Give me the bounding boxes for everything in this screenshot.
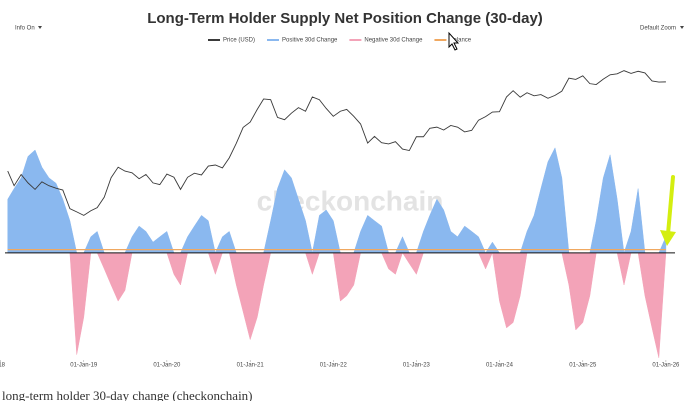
arrow-shaft xyxy=(666,175,675,236)
legend-label: Negative 30d Change xyxy=(364,38,423,44)
x-tick-label: 01-Jan-21 xyxy=(237,363,265,369)
chart-title: Long-Term Holder Supply Net Position Cha… xyxy=(147,10,543,27)
arrow-head xyxy=(660,230,676,246)
x-tick-label: 01-Jan-26 xyxy=(652,363,680,369)
x-tick-label: 01-Jan-22 xyxy=(320,363,348,369)
x-tick-label: 01-Jan-25 xyxy=(569,363,597,369)
x-tick-label: 01-Jan-19 xyxy=(70,363,98,369)
dropdown-icon xyxy=(38,26,42,29)
legend-label: Balance xyxy=(449,38,471,44)
annotation-arrow xyxy=(660,175,676,246)
legend: Price (USD) Positive 30d Change Negative 3… xyxy=(208,38,472,44)
mouse-cursor xyxy=(448,31,460,51)
plot-area: -18 01-Jan-19 01-Jan-20 01-Jan-21 01-Jan-22 0… xyxy=(0,70,680,369)
caption: long-term holder 30-day change (checkonc… xyxy=(2,388,253,401)
x-tick-label: -18 xyxy=(0,363,6,369)
legend-label: Price (USD) xyxy=(223,38,255,44)
x-tick-label: 01-Jan-23 xyxy=(403,363,431,369)
legend-label: Positive 30d Change xyxy=(282,38,338,44)
area-series xyxy=(7,251,667,358)
x-tick-label: 01-Jan-24 xyxy=(486,363,514,369)
x-tick-label: 01-Jan-20 xyxy=(153,363,181,369)
dropdown-icon xyxy=(680,26,684,29)
info-toggle[interactable]: Info On xyxy=(15,26,35,32)
line-series xyxy=(7,70,666,216)
zoom-select[interactable]: Default Zoom xyxy=(640,26,676,32)
